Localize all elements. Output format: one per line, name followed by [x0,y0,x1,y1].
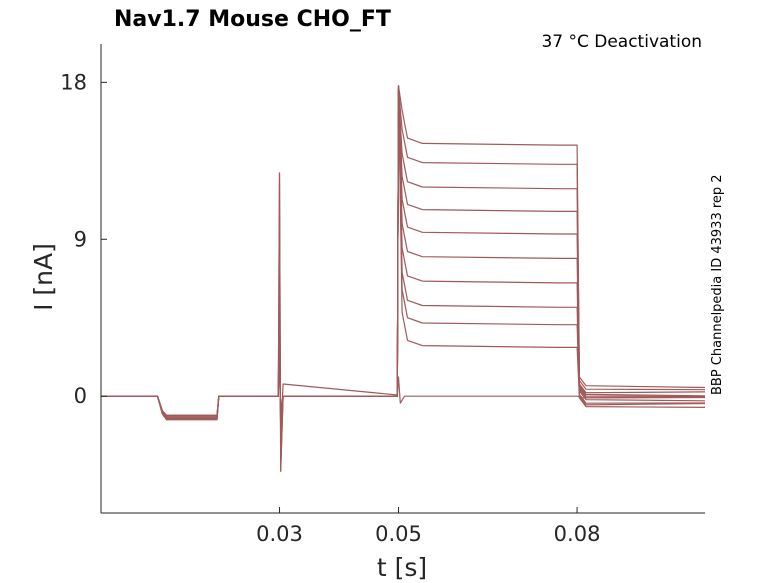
y-ticks-group: 0 9 18 [60,70,107,408]
side-label: BBP Channelpedia ID 43933 rep 2 [710,174,725,395]
x-tick-label: 0.03 [256,522,303,546]
traces-group [101,85,706,472]
y-tick-label: 0 [74,384,87,408]
chart-title: Nav1.7 Mouse CHO_FT [114,7,391,32]
trace-line [101,90,706,436]
x-ticks-group: 0.03 0.05 0.08 [256,507,600,546]
y-tick-label: 18 [60,70,87,94]
trace-line [101,90,706,433]
trace-line [101,87,706,427]
chart-subtitle: 37 °C Deactivation [541,32,702,52]
x-axis-label: t [s] [377,553,427,582]
x-tick-label: 0.08 [554,522,601,546]
x-tick-label: 0.05 [375,522,422,546]
trace-line [101,302,706,430]
y-tick-label: 9 [74,227,87,251]
y-axis-label: I [nA] [29,243,58,311]
